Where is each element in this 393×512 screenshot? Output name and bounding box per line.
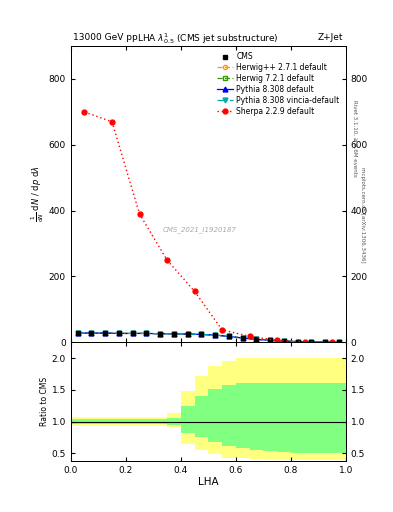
Text: CMS_2021_I1920187: CMS_2021_I1920187 <box>163 226 237 233</box>
Legend: CMS, Herwig++ 2.7.1 default, Herwig 7.2.1 default, Pythia 8.308 default, Pythia : CMS, Herwig++ 2.7.1 default, Herwig 7.2.… <box>214 50 342 118</box>
X-axis label: LHA: LHA <box>198 477 219 487</box>
Title: LHA $\lambda^1_{0.5}$ (CMS jet substructure): LHA $\lambda^1_{0.5}$ (CMS jet substruct… <box>138 31 279 46</box>
Text: mcplots.cern.ch [arXiv:1306.3436]: mcplots.cern.ch [arXiv:1306.3436] <box>360 167 365 263</box>
Text: Z+Jet: Z+Jet <box>318 33 343 41</box>
Text: 13000 GeV pp: 13000 GeV pp <box>73 33 138 41</box>
Text: Rivet 3.1.10, ≥ 2.6M events: Rivet 3.1.10, ≥ 2.6M events <box>352 100 357 177</box>
Y-axis label: Ratio to CMS: Ratio to CMS <box>40 377 49 426</box>
Y-axis label: $\frac{1}{\mathrm{d}N}\ \mathrm{d}N\ /\ \mathrm{d}p\ \mathrm{d}\lambda$: $\frac{1}{\mathrm{d}N}\ \mathrm{d}N\ /\ … <box>29 166 46 222</box>
